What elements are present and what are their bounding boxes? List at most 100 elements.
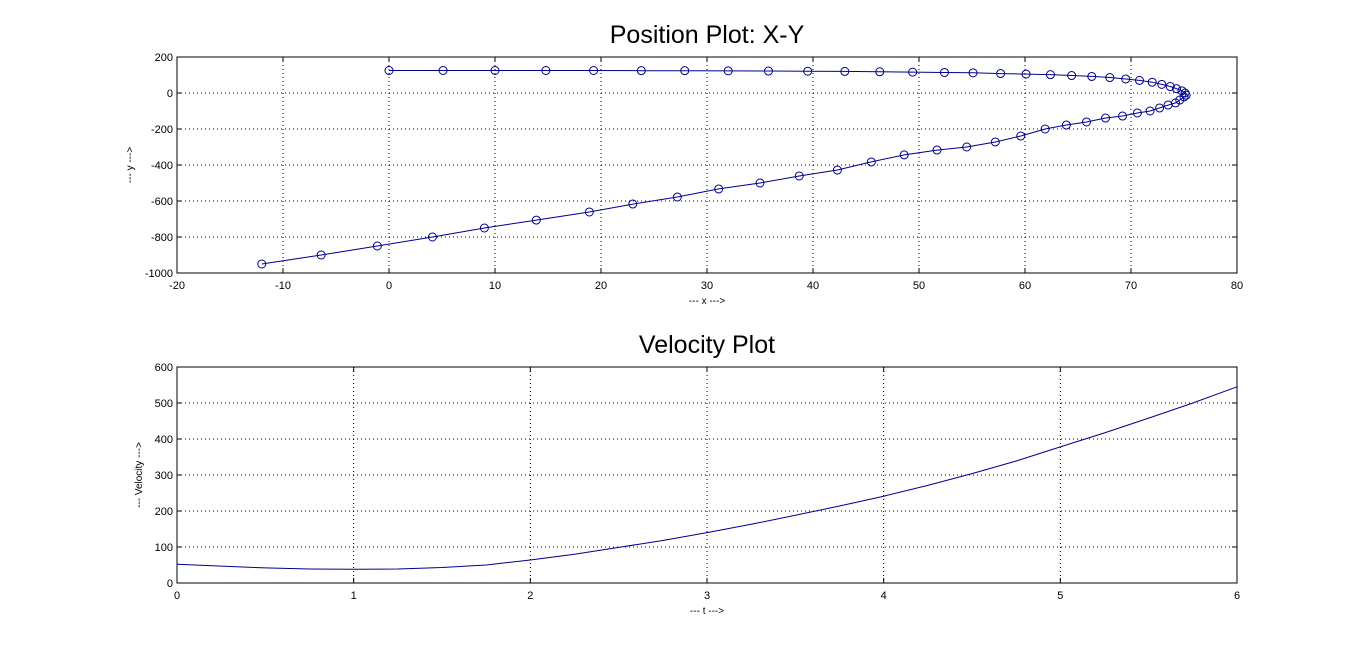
x-tick-label: 0	[386, 280, 392, 292]
y-axis-label: --- Velocity --->	[134, 442, 145, 508]
data-point	[1132, 108, 1142, 118]
x-tick-label: 10	[489, 280, 501, 292]
data-point	[1087, 71, 1097, 81]
x-tick-label: 30	[701, 280, 713, 292]
data-point	[1155, 103, 1165, 113]
x-tick-label: 2	[527, 590, 533, 602]
x-tick-label: 50	[913, 280, 925, 292]
data-point	[763, 66, 773, 76]
data-point	[541, 66, 551, 75]
x-tick-label: 1	[351, 590, 357, 602]
y-tick-label: -600	[151, 196, 173, 208]
data-point	[1180, 88, 1190, 98]
x-tick-label: -20	[169, 280, 185, 292]
data-point	[384, 66, 394, 75]
data-point	[427, 232, 437, 242]
data-point	[794, 171, 804, 181]
data-point	[1145, 106, 1155, 116]
y-tick-label: 600	[155, 362, 173, 374]
y-tick-label: 100	[155, 542, 173, 554]
position-plot: -20 -10 0 10 20 30 40 50 60 70 80 -1000 -800 -600 -400…	[125, 21, 1243, 307]
x-tick-label: 3	[704, 590, 710, 602]
x-tick-label: 20	[595, 280, 607, 292]
data-point	[1157, 79, 1167, 89]
data-point	[257, 259, 267, 269]
data-point	[996, 69, 1006, 79]
data-point	[866, 157, 876, 167]
data-point	[899, 150, 909, 160]
x-axis-label: --- x --->	[689, 296, 726, 307]
y-tick-label: -200	[151, 124, 173, 136]
data-point	[840, 66, 850, 76]
data-point	[990, 137, 1000, 147]
data-point	[1181, 90, 1191, 100]
data-point	[1163, 100, 1173, 110]
data-point	[755, 178, 765, 188]
data-point	[479, 223, 489, 233]
x-tick-label: 4	[881, 590, 887, 602]
data-point	[1147, 77, 1157, 87]
axes-box	[176, 56, 1238, 274]
data-point	[490, 66, 500, 75]
data-point	[1081, 117, 1091, 127]
y-tick-label: -1000	[145, 268, 173, 280]
data-point	[803, 66, 813, 76]
x-tick-label: 5	[1057, 590, 1063, 602]
y-tick-label: 400	[155, 434, 173, 446]
data-point	[1040, 124, 1050, 134]
y-tick-label: 0	[167, 578, 173, 590]
data-point	[1121, 74, 1131, 84]
data-point	[1165, 82, 1175, 92]
x-tick-label: 40	[807, 280, 819, 292]
data-point	[1172, 84, 1182, 94]
x-tick-label: 0	[174, 590, 180, 602]
data-point	[589, 66, 599, 75]
data-point	[584, 207, 594, 217]
y-tick-label: 200	[155, 52, 173, 64]
data-point	[1021, 69, 1031, 79]
data-point	[832, 165, 842, 175]
data-point	[1101, 113, 1111, 123]
y-tick-label: 200	[155, 506, 173, 518]
data-point	[628, 199, 638, 209]
x-tick-label: 80	[1231, 280, 1243, 292]
data-point	[372, 241, 382, 251]
data-point	[962, 142, 972, 152]
y-tick-label: -800	[151, 232, 173, 244]
data-point	[636, 66, 646, 76]
data-point	[1118, 111, 1128, 121]
data-point	[1134, 75, 1144, 85]
x-axis-label: --- t --->	[690, 606, 724, 617]
data-point	[1067, 71, 1077, 81]
data-point	[316, 250, 326, 260]
data-point	[908, 67, 918, 77]
data-point	[968, 68, 978, 78]
data-point	[932, 145, 942, 155]
x-tick-label: 60	[1019, 280, 1031, 292]
x-tick-label: 6	[1234, 590, 1240, 602]
data-point	[1061, 120, 1071, 130]
chart-title: Velocity Plot	[639, 331, 775, 359]
y-tick-label: 500	[155, 398, 173, 410]
chart-title: Position Plot: X-Y	[610, 21, 805, 49]
data-point	[875, 67, 885, 77]
data-point	[438, 66, 448, 75]
data-point	[1045, 70, 1055, 80]
series-line	[176, 386, 1238, 570]
data-point	[672, 192, 682, 202]
y-tick-label: 0	[167, 88, 173, 100]
velocity-plot: 0 1 2 3 4 5 6 0 100 200 300 400 500 600 Velocity Plot -…	[134, 331, 1240, 617]
y-axis-label: --- y --->	[125, 147, 136, 184]
y-tick-label: 300	[155, 470, 173, 482]
data-point	[531, 215, 541, 225]
data-point	[1016, 131, 1026, 141]
axes-box	[176, 366, 1238, 584]
data-point	[1105, 73, 1115, 83]
data-point	[714, 184, 724, 194]
data-point	[723, 66, 733, 76]
data-point	[939, 67, 949, 77]
data-point	[680, 66, 690, 76]
x-tick-label: -10	[275, 280, 291, 292]
x-tick-label: 70	[1125, 280, 1137, 292]
